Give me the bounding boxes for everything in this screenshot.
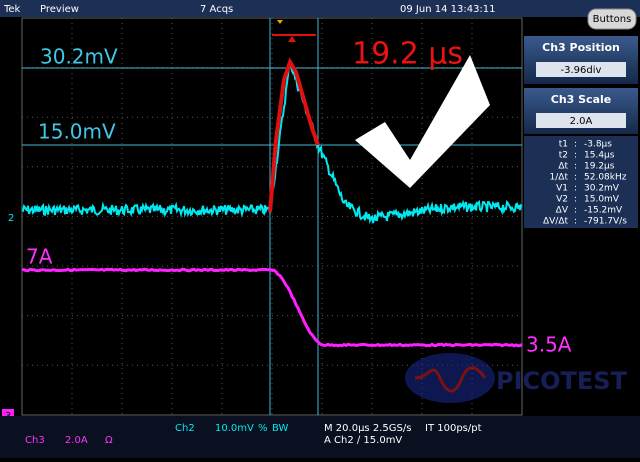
v1-label: 30.2mV (40, 45, 118, 69)
acqs: 7 Acqs (200, 4, 233, 15)
ch2-label: Ch2 (175, 423, 195, 434)
v2-label: 15.0mV (38, 120, 116, 144)
ch2-marker: 2 (8, 213, 14, 224)
ch2-scale: 10.0mV (215, 423, 254, 434)
bandwidth: BW (272, 423, 289, 434)
readout-separator: : (574, 217, 577, 227)
readout-separator: : (574, 195, 577, 205)
interp: IT 100ps/pt (425, 423, 482, 434)
readout-label: t1 (559, 140, 568, 150)
ch3-coupling: Ω (105, 435, 113, 446)
trigger-marker (277, 20, 283, 24)
readout-value: -3.8µs (584, 140, 612, 150)
delta-t-label: 19.2 µs (352, 37, 463, 72)
ch3-trace (21, 267, 523, 348)
readout-label: 1/Δt (550, 173, 569, 183)
readout-value: 15.4µs (584, 151, 615, 161)
readout-value: 52.08kHz (584, 173, 627, 183)
ch2-flag: % (258, 423, 268, 434)
highlight-peak (268, 57, 320, 213)
timestamp: 09 Jun 14 13:43:11 (400, 4, 496, 15)
readout-label: Δt (558, 162, 568, 172)
readout-separator: : (574, 184, 577, 194)
readout-value: -791.7V/s (584, 217, 627, 227)
top-bar (0, 0, 640, 17)
trigger: A Ch2 ∕ 15.0mV (324, 435, 402, 446)
position-value: -3.96div (561, 65, 602, 76)
ch3-scale: 2.0A (65, 435, 88, 446)
readout-separator: : (574, 173, 577, 183)
position-title: Ch3 Position (542, 41, 620, 54)
readout-label: t2 (559, 151, 568, 161)
brand: Tek (3, 4, 21, 15)
high-label: 7A (26, 245, 53, 269)
readout-value: -15.2mV (584, 206, 623, 216)
low-label: 3.5A (526, 333, 572, 357)
readout-label: ΔV/Δt (543, 217, 569, 227)
scale-field (536, 113, 626, 128)
timebase: M 20.0µs 2.5GS/s (324, 423, 411, 434)
readout-separator: : (574, 206, 577, 216)
delta-arrow-head (288, 36, 296, 42)
readout-value: 19.2µs (584, 162, 615, 172)
logo-text: PICOTEST (496, 367, 628, 395)
mode: Preview (40, 4, 79, 15)
checkmark (355, 55, 490, 188)
position-field (536, 62, 626, 77)
readout-label: V1 (556, 184, 568, 194)
readout-separator: : (574, 140, 577, 150)
ch3-label: Ch3 (25, 435, 45, 446)
buttons-label: Buttons (593, 14, 632, 25)
scale-title: Ch3 Scale (551, 93, 611, 106)
scale-value: 2.0A (570, 116, 593, 127)
readout-label: ΔV (556, 206, 569, 216)
readout-value: 30.2mV (584, 184, 620, 194)
readout-label: V2 (556, 195, 568, 205)
readout-panel (524, 136, 638, 228)
graticule-border (21, 17, 523, 416)
readout-separator: : (574, 162, 577, 172)
status-bar (0, 416, 640, 458)
buttons-button[interactable] (587, 8, 637, 30)
readout-value: 15.0mV (584, 195, 620, 205)
logo: PICOTEST (405, 353, 628, 403)
readout-separator: : (574, 151, 577, 161)
